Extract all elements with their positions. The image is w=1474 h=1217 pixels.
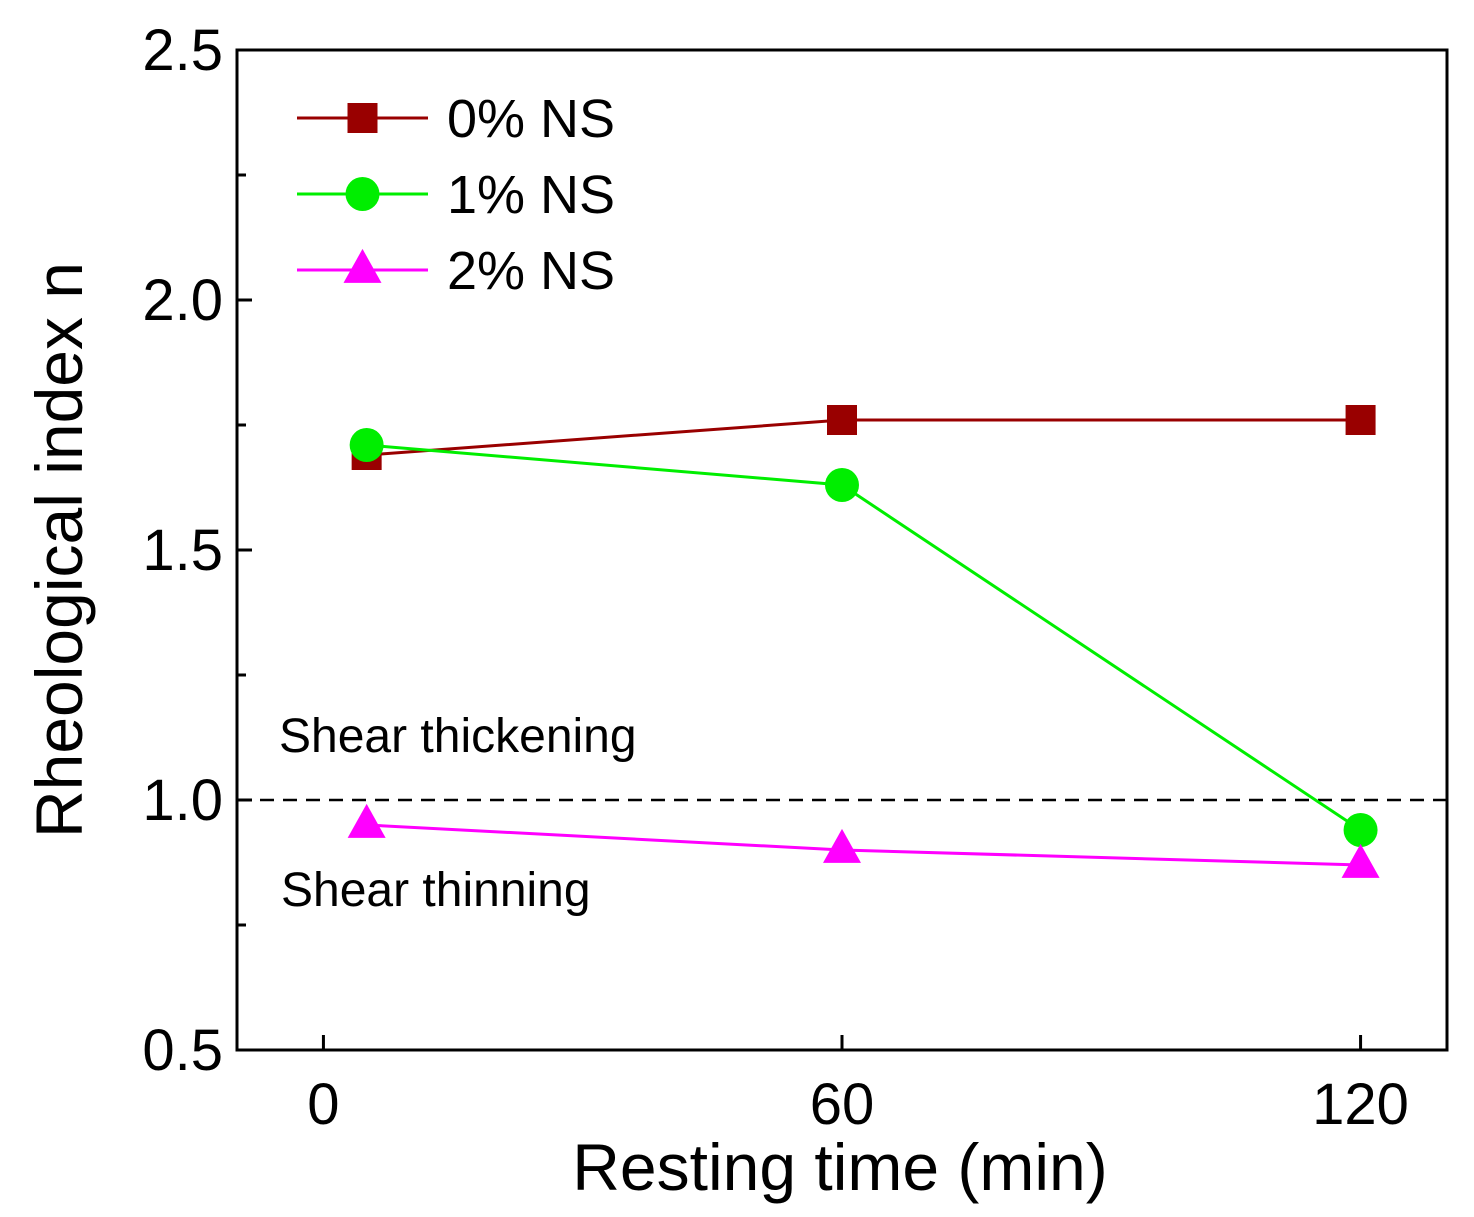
x-tick-label: 0 <box>307 1072 339 1137</box>
annotation-shear-thinning: Shear thinning <box>281 864 591 917</box>
y-tick-label: 1.5 <box>142 518 223 583</box>
data-point <box>349 428 384 462</box>
legend-label: 0% NS <box>447 89 615 149</box>
data-point <box>827 405 857 435</box>
legend-label: 1% NS <box>447 165 615 225</box>
series-layer <box>347 405 1380 878</box>
y-tick-label: 2.5 <box>142 18 223 83</box>
data-point <box>1345 405 1376 435</box>
data-point <box>1343 813 1378 847</box>
series-2-ns <box>347 803 1380 878</box>
y-tick-label: 0.5 <box>142 1018 223 1083</box>
legend-label: 2% NS <box>447 241 615 301</box>
series-line <box>366 443 1362 832</box>
series-1-ns <box>349 428 1378 847</box>
legend: 0% NS 1% NS 2% NS <box>297 89 615 301</box>
y-axis-title: Rheological index n <box>22 262 96 838</box>
legend-marker <box>343 248 382 283</box>
x-axis-title: Resting time (min) <box>572 1130 1107 1204</box>
data-point <box>1341 843 1380 878</box>
y-tick-label: 2.0 <box>142 268 223 333</box>
legend-marker <box>345 177 380 211</box>
data-point <box>823 828 861 863</box>
series-line <box>366 418 1361 457</box>
y-tick-label: 1.0 <box>142 768 223 833</box>
tick-layer: 0.5 1.0 1.5 2.0 2.5 0 60 120 <box>142 18 1409 1137</box>
x-tick-label: 120 <box>1312 1072 1409 1137</box>
data-point <box>825 468 859 502</box>
annotation-shear-thickening: Shear thickening <box>279 710 637 763</box>
legend-marker <box>347 103 378 133</box>
series-0-ns <box>351 405 1376 470</box>
series-line <box>366 823 1361 867</box>
x-tick-label: 60 <box>810 1072 875 1137</box>
data-point <box>347 803 386 838</box>
